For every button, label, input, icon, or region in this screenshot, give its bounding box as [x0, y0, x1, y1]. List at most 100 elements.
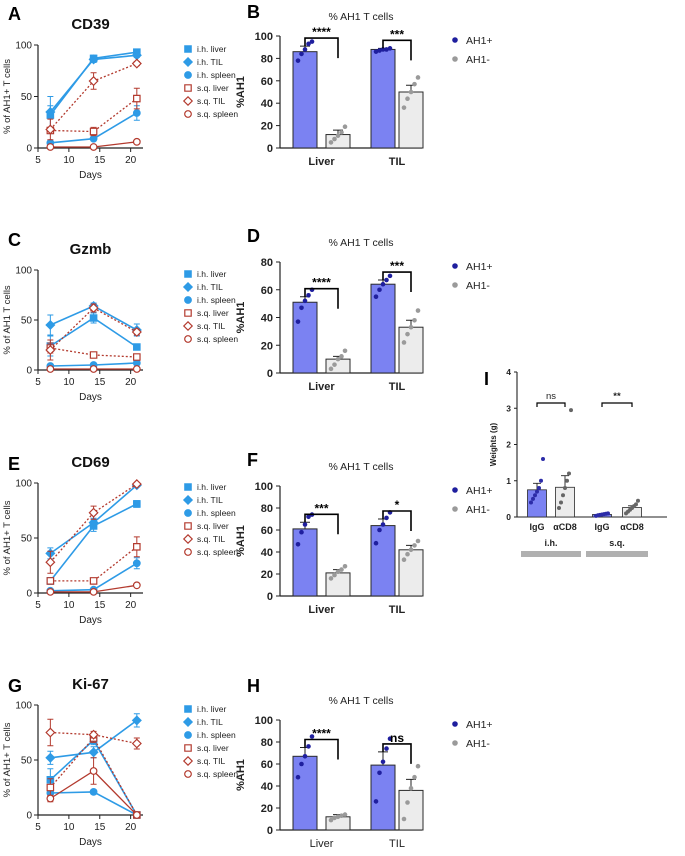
bar-AH1+	[292, 528, 318, 597]
y-tick-label: 80	[261, 737, 273, 749]
legend-label: i.h. TIL	[197, 717, 223, 727]
data-point	[636, 498, 640, 503]
data-point	[380, 522, 386, 527]
data-point	[567, 471, 571, 476]
legend-label: s.q. TIL	[197, 756, 225, 766]
panel-letter-I: I	[484, 369, 489, 389]
data-point	[299, 305, 304, 311]
panel-letter-A: A	[8, 4, 21, 24]
legend-label: i.h. TIL	[197, 57, 223, 67]
data-point	[45, 319, 56, 331]
data-point	[342, 812, 348, 817]
bar-AH1+	[292, 301, 318, 374]
bar	[555, 486, 575, 518]
legend-label: s.q. spleen	[197, 547, 238, 557]
x-tick-label: 15	[94, 822, 106, 833]
data-point	[328, 576, 334, 581]
data-point	[415, 763, 421, 769]
data-point	[387, 273, 393, 279]
bar-AH1-	[398, 91, 424, 149]
legend-marker	[184, 45, 192, 53]
data-point	[295, 58, 301, 63]
legend-marker	[452, 37, 458, 43]
data-point	[377, 48, 382, 53]
legend-label: AH1-	[466, 54, 490, 66]
data-point	[563, 486, 567, 490]
y-axis-label: % of AH1+ T cells	[2, 59, 13, 134]
data-point	[412, 543, 417, 548]
data-point	[133, 94, 141, 103]
y-tick-label: 50	[21, 316, 33, 327]
data-point	[339, 354, 344, 359]
data-point	[533, 493, 537, 498]
panel-letter-G: G	[8, 676, 22, 696]
data-point	[45, 344, 56, 356]
legend-marker	[182, 281, 194, 293]
data-point	[339, 130, 344, 135]
y-tick-label: 0	[267, 368, 273, 380]
y-tick-label: 40	[261, 547, 273, 559]
panel-letter-C: C	[8, 230, 21, 250]
x-axis-label: Days	[79, 615, 102, 626]
legend-label: i.h. TIL	[197, 495, 223, 505]
y-axis-label: %AH1	[235, 76, 247, 108]
x-tick-label: 5	[35, 600, 41, 611]
data-point	[302, 47, 308, 52]
data-point	[131, 479, 142, 490]
panel-letter-E: E	[8, 454, 20, 474]
significance-bracket	[601, 402, 633, 407]
data-point	[89, 127, 98, 136]
x-category-label: IgG	[595, 522, 610, 532]
x-tick-label: 20	[125, 377, 137, 388]
chart-title: % AH1 T cells	[329, 461, 394, 473]
data-point	[88, 729, 99, 740]
data-point	[45, 752, 56, 763]
x-tick-label: 20	[125, 822, 137, 833]
data-point	[302, 298, 308, 304]
significance-bracket	[304, 287, 339, 309]
bar-chart-D: % AH1 T cells 0 20 40 60 80 %AH1 Liver **** TIL **…	[235, 237, 493, 393]
y-tick-label: 100	[255, 481, 273, 493]
y-tick-label: 0	[506, 512, 511, 522]
legend-label: AH1+	[466, 485, 493, 497]
y-axis-label: %AH1	[235, 759, 247, 791]
y-axis-label: % of AH1 T cells	[2, 285, 13, 355]
significance-bracket	[382, 271, 412, 293]
data-point	[412, 317, 417, 323]
line-chart-A: CD39 5 10 15 20 0 50 100 Days % of AH1+ T cells i.…	[2, 16, 238, 181]
y-tick-label: 0	[267, 591, 273, 603]
significance-bracket	[382, 39, 412, 61]
data-point	[408, 324, 414, 330]
legend-marker	[184, 705, 192, 713]
legend-marker	[452, 740, 458, 746]
data-point	[131, 326, 142, 338]
data-point	[132, 559, 141, 568]
data-point	[302, 754, 308, 759]
data-point	[377, 287, 382, 293]
data-point	[89, 143, 98, 151]
data-point	[46, 365, 55, 373]
bar-AH1+	[370, 48, 396, 149]
data-point	[415, 75, 421, 80]
data-point	[46, 783, 55, 792]
data-point	[405, 331, 410, 337]
data-point	[46, 143, 55, 151]
legend-marker	[184, 483, 192, 491]
panel-letter-F: F	[247, 450, 258, 470]
legend-marker	[184, 548, 192, 556]
y-tick-label: 100	[15, 41, 32, 52]
data-point	[377, 527, 382, 533]
bar-chart-F: % AH1 T cells 0 20 40 60 80 100 %AH1 Liver *** TIL…	[235, 461, 493, 616]
x-tick-label: 20	[125, 600, 137, 611]
x-tick-label: 10	[63, 377, 75, 388]
y-tick-label: 0	[26, 144, 32, 155]
significance-bracket	[304, 738, 339, 760]
y-tick-label: 0	[26, 589, 32, 600]
legend-marker	[184, 522, 192, 530]
significance-label: *	[395, 498, 400, 512]
significance-label: ****	[312, 276, 331, 290]
series-line-4	[50, 731, 137, 745]
x-category-label: Liver	[308, 604, 335, 616]
x-category-label: Liver	[308, 381, 335, 393]
